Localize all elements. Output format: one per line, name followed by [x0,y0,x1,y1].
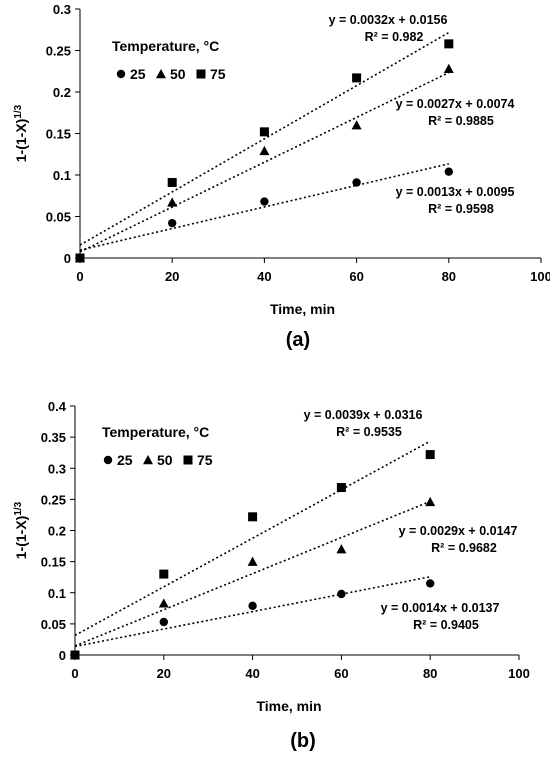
y-tick-label: 0.4 [48,399,67,414]
data-point-50 [425,496,436,507]
legend-marker-75 [183,455,193,465]
trendline-50 [74,500,431,647]
trendline-equation-25: y = 0.0013x + 0.0095 [396,185,515,199]
data-point-25 [159,617,168,627]
data-point-25 [168,218,177,228]
data-point-25 [248,601,257,611]
y-tick-label: 0.2 [48,524,66,539]
x-tick-label: 40 [257,269,271,284]
y-axis-label-superscript: 1/3 [13,501,24,515]
legend-label-75: 75 [210,66,226,82]
trendline-equation-75: y = 0.0039x + 0.0316 [304,408,423,422]
data-point-25 [352,178,361,187]
trendline-equation-25: y = 0.0014x + 0.0137 [381,601,500,615]
trendline-75 [74,440,431,637]
y-tick-label: 0.1 [48,586,66,601]
legend-label-75: 75 [197,452,213,468]
panel-label: (b) [290,730,316,752]
trendline-25 [74,575,431,648]
trendline-equation-50: y = 0.0029x + 0.0147 [399,524,518,538]
y-tick-label: 0.15 [41,555,66,570]
legend-marker-75 [196,69,206,79]
y-axis-label-main: 1-(1-X) [13,119,29,163]
data-point-50 [167,197,178,207]
data-point-75 [159,569,169,579]
data-point-25 [426,579,435,588]
legend-label-25: 25 [130,66,146,82]
y-tick-label: 0.05 [46,210,71,225]
data-point-75 [259,127,269,137]
data-point-75 [352,73,362,83]
x-tick-label: 20 [165,269,179,284]
x-tick-label: 80 [442,269,456,284]
legend-marker-25 [103,455,113,465]
trendline-equation-75: y = 0.0032x + 0.0156 [329,13,448,27]
x-tick-label: 0 [76,269,83,284]
data-point-50 [158,598,169,608]
legend-title: Temperature, °C [112,38,219,54]
chart-panel-a: 0 0.05 0.1 0.15 0.2 0.25 0.3 0 20 40 60 80 100 Time, … [13,2,550,351]
trendline-equation-50: y = 0.0027x + 0.0074 [396,97,515,111]
y-tick-label: 0.3 [48,461,66,476]
legend-label-25: 25 [117,452,133,468]
data-point-50 [443,63,454,73]
y-tick-label: 0.05 [41,617,66,632]
trendline-r2-25: R² = 0.9598 [428,202,494,216]
y-axis-label-main: 1-(1-X) [13,516,29,560]
x-tick-label: 80 [423,666,437,681]
x-tick-label: 100 [508,666,530,681]
data-point-50 [247,556,258,566]
data-point-75 [70,650,80,660]
x-tick-label: 60 [349,269,363,284]
data-point-25 [337,589,346,599]
data-point-75 [248,512,258,522]
data-point-25 [444,167,453,176]
y-tick-label: 0.25 [46,44,71,59]
data-point-75 [167,177,177,187]
y-axis-label: 1-(1-X)1/3 [13,104,29,162]
legend-label-50: 50 [170,66,186,82]
legend-marker-50 [156,69,166,79]
x-tick-label: 0 [71,666,78,681]
chart-panel-b: 0 0.05 0.1 0.15 0.2 0.25 0.3 0.35 0.4 0 20 40 60 80 10… [13,399,530,752]
trendline-75 [79,31,450,246]
legend-title: Temperature, °C [102,424,209,440]
trendline-r2-25: R² = 0.9405 [413,618,479,632]
y-tick-label: 0.2 [53,85,71,100]
y-tick-label: 0 [59,648,66,663]
trendline-r2-75: R² = 0.982 [365,30,424,44]
data-point-75 [444,39,454,49]
data-point-75 [75,253,85,263]
y-tick-label: 0 [64,251,71,266]
trendline-r2-50: R² = 0.9885 [428,114,494,128]
y-tick-label: 0.1 [53,168,71,183]
trendline-50 [79,71,450,253]
data-point-75 [336,483,346,493]
y-axis-label-superscript: 1/3 [13,104,24,118]
y-tick-label: 0.25 [41,492,66,507]
y-tick-label: 0.3 [53,2,71,17]
trendline-25 [79,163,449,251]
panel-label: (a) [286,329,310,351]
legend-marker-50 [143,455,153,465]
trendline-r2-75: R² = 0.9535 [336,425,402,439]
data-point-75 [425,450,435,460]
y-tick-label: 0.35 [41,430,66,445]
x-tick-label: 100 [530,269,550,284]
trendline-r2-50: R² = 0.9682 [431,541,497,555]
x-axis-label: Time, min [256,698,321,714]
data-point-50 [259,145,270,156]
y-tick-label: 0.15 [46,127,71,142]
x-tick-label: 20 [157,666,171,681]
legend-label-50: 50 [157,452,173,468]
x-axis-label: Time, min [270,301,335,317]
x-tick-label: 40 [245,666,259,681]
data-point-50 [336,544,347,554]
legend-marker-25 [116,69,126,79]
data-point-50 [351,120,362,130]
y-axis-label: 1-(1-X)1/3 [13,501,29,559]
x-tick-label: 60 [334,666,348,681]
data-point-25 [260,197,269,206]
